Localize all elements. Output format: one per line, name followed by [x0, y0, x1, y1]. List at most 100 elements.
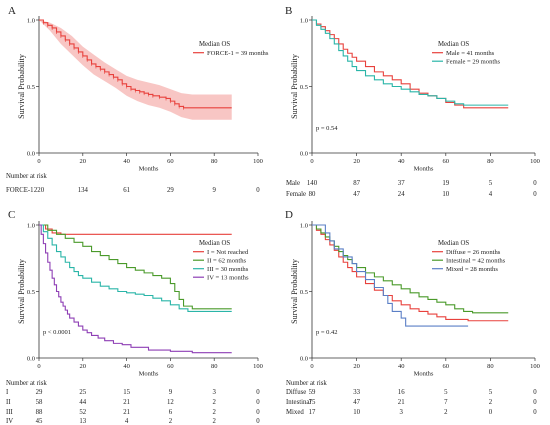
risk-value: 220 [34, 187, 45, 194]
x-tick-label: 100 [253, 158, 263, 165]
y-tick-label: 0.5 [300, 289, 308, 296]
x-tick-label: 80 [211, 363, 218, 370]
risk-value: 37 [398, 180, 405, 187]
risk-value: 2 [212, 409, 216, 416]
x-tick-label: 40 [398, 363, 405, 370]
y-tick-label: 0.5 [300, 84, 308, 91]
legend-entry: IV = 13 months [207, 275, 249, 282]
risk-value: 0 [256, 187, 260, 194]
risk-row-label: Male [286, 180, 300, 187]
risk-value: 0 [533, 409, 537, 416]
risk-value: 3 [212, 389, 216, 396]
legend-title: Median OS [438, 240, 469, 247]
risk-value: 10 [353, 409, 360, 416]
p-value-annotation: p = 0.54 [316, 125, 338, 132]
legend-entry: FORCE-1 = 39 months [207, 50, 269, 57]
x-axis-title: Months [414, 371, 434, 378]
legend-entry: Female = 29 months [446, 59, 501, 66]
risk-value: 61 [123, 187, 130, 194]
risk-value: 52 [79, 409, 86, 416]
risk-table-title: Number at risk [286, 380, 327, 387]
y-tick-label: 1.0 [300, 17, 308, 24]
risk-value: 140 [307, 180, 318, 187]
x-tick-label: 80 [211, 158, 218, 165]
panel-label: A [8, 5, 16, 17]
legend-title: Median OS [199, 240, 230, 247]
x-tick-label: 60 [443, 158, 450, 165]
risk-value: 0 [533, 191, 537, 198]
x-tick-label: 40 [123, 158, 130, 165]
risk-value: 4 [489, 191, 493, 198]
p-value-annotation: p < 0.0001 [43, 329, 71, 336]
risk-value: 0 [533, 389, 537, 396]
risk-value: 5 [489, 389, 493, 396]
x-tick-label: 40 [123, 363, 130, 370]
panel-A: A 0.0 0.5 1.0 0 20 40 60 80 100 Months Survival Pro… [6, 5, 269, 194]
y-tick-label: 0.0 [27, 150, 35, 157]
risk-value: 5 [489, 180, 493, 187]
legend-entry: Mixed = 28 months [446, 266, 498, 273]
x-tick-label: 60 [443, 363, 450, 370]
risk-value: 58 [36, 399, 43, 406]
legend-entry: Male = 41 months [446, 50, 495, 57]
survival-curve-2 [312, 19, 509, 106]
risk-value: 0 [256, 389, 260, 396]
risk-value: 17 [309, 409, 316, 416]
risk-value: 0 [489, 409, 493, 416]
risk-value: 47 [353, 191, 360, 198]
y-axis-title: Survival Probability [17, 54, 26, 119]
survival-curve-1 [39, 19, 232, 109]
y-tick-label: 0.5 [27, 289, 35, 296]
y-tick-label: 1.0 [27, 222, 35, 229]
risk-value: 29 [36, 389, 43, 396]
x-tick-label: 60 [167, 158, 174, 165]
legend-entry: II = 62 months [207, 258, 247, 265]
x-axis-title: Months [139, 166, 159, 173]
legend-entry: I = Not reached [207, 249, 249, 256]
y-axis-title: Survival Probability [17, 259, 26, 324]
x-tick-label: 80 [487, 158, 494, 165]
x-tick-label: 0 [37, 158, 40, 165]
x-tick-label: 20 [80, 158, 87, 165]
x-tick-label: 100 [253, 363, 263, 370]
risk-value: 44 [79, 399, 86, 406]
risk-row-label: II [6, 399, 11, 406]
x-tick-label: 20 [80, 363, 87, 370]
risk-value: 47 [353, 399, 360, 406]
x-tick-label: 100 [530, 158, 540, 165]
x-tick-label: 80 [487, 363, 494, 370]
p-value-annotation: p = 0.42 [316, 329, 338, 336]
risk-value: 21 [398, 399, 405, 406]
y-tick-label: 1.0 [300, 222, 308, 229]
risk-value: 88 [36, 409, 43, 416]
panel-label: D [285, 209, 293, 221]
legend-entry: Intestinal = 42 months [446, 258, 506, 265]
risk-value: 12 [167, 399, 174, 406]
risk-value: 9 [212, 187, 216, 194]
survival-curve-3 [39, 224, 232, 312]
x-tick-label: 40 [398, 158, 405, 165]
risk-value: 3 [399, 409, 403, 416]
legend-title: Median OS [438, 41, 469, 48]
risk-value: 2 [169, 418, 173, 425]
legend-entry: III = 30 months [207, 266, 249, 273]
panel-label: B [285, 5, 292, 17]
risk-value: 0 [256, 399, 260, 406]
risk-value: 4 [125, 418, 129, 425]
x-tick-label: 0 [310, 363, 313, 370]
risk-value: 75 [309, 399, 316, 406]
risk-value: 0 [533, 399, 537, 406]
risk-row-label: Female [286, 191, 306, 198]
y-axis-title: Survival Probability [290, 259, 299, 324]
survival-curve-2 [39, 224, 232, 310]
survival-curve-4 [39, 224, 232, 354]
x-tick-label: 0 [37, 363, 40, 370]
legend-entry: Diffuse = 26 months [446, 249, 501, 256]
risk-value: 15 [123, 389, 130, 396]
risk-value: 10 [442, 191, 449, 198]
risk-row-label: FORCE-1 [6, 187, 34, 194]
risk-row-label: I [6, 389, 9, 396]
